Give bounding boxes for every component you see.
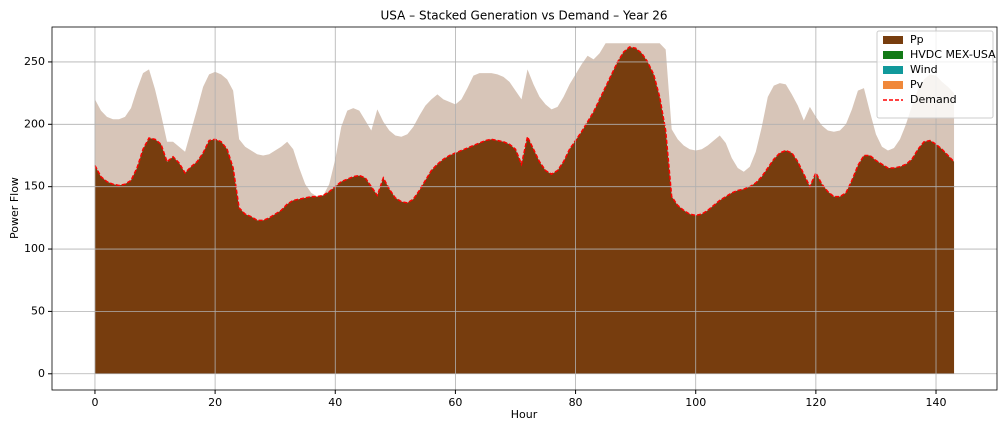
- x-tick-label: 140: [926, 396, 947, 409]
- y-tick-label: 150: [24, 180, 45, 193]
- legend-label: HVDC MEX-USA: [910, 48, 996, 61]
- plot-frame: [51, 26, 998, 391]
- x-axis-label: Hour: [511, 408, 538, 421]
- x-tick-label: 20: [208, 396, 222, 409]
- legend-swatch: [883, 81, 903, 89]
- y-tick-label: 200: [24, 117, 45, 130]
- plot-area: [94, 43, 955, 374]
- legend-swatch: [883, 36, 903, 44]
- area: [94, 46, 955, 374]
- x-tick-label: 60: [448, 396, 462, 409]
- legend-swatch: [883, 51, 903, 59]
- legend-box: [876, 30, 994, 119]
- x-tick-label: 120: [805, 396, 826, 409]
- legend-label: Wind: [910, 63, 938, 76]
- legend-label: Pv: [910, 78, 924, 91]
- legend-swatch: [883, 66, 903, 74]
- chart-title: USA – Stacked Generation vs Demand – Yea…: [380, 9, 667, 23]
- line: [94, 46, 955, 222]
- y-axis-label: Power Flow: [8, 177, 21, 239]
- x-tick-label: 100: [685, 396, 706, 409]
- legend: Pp HVDC MEX-USA Wind Pv Demand: [876, 30, 996, 119]
- y-tick-label: 0: [38, 367, 45, 380]
- y-tick-label: 100: [24, 242, 45, 255]
- legend-label: Demand: [910, 93, 957, 106]
- y-tick-label: 50: [31, 304, 45, 317]
- y-tick-label: 250: [24, 55, 45, 68]
- x-tick-label: 80: [569, 396, 583, 409]
- x-tick-label: 40: [328, 396, 342, 409]
- legend-label: Pp: [910, 33, 924, 46]
- x-tick-label: 0: [91, 396, 98, 409]
